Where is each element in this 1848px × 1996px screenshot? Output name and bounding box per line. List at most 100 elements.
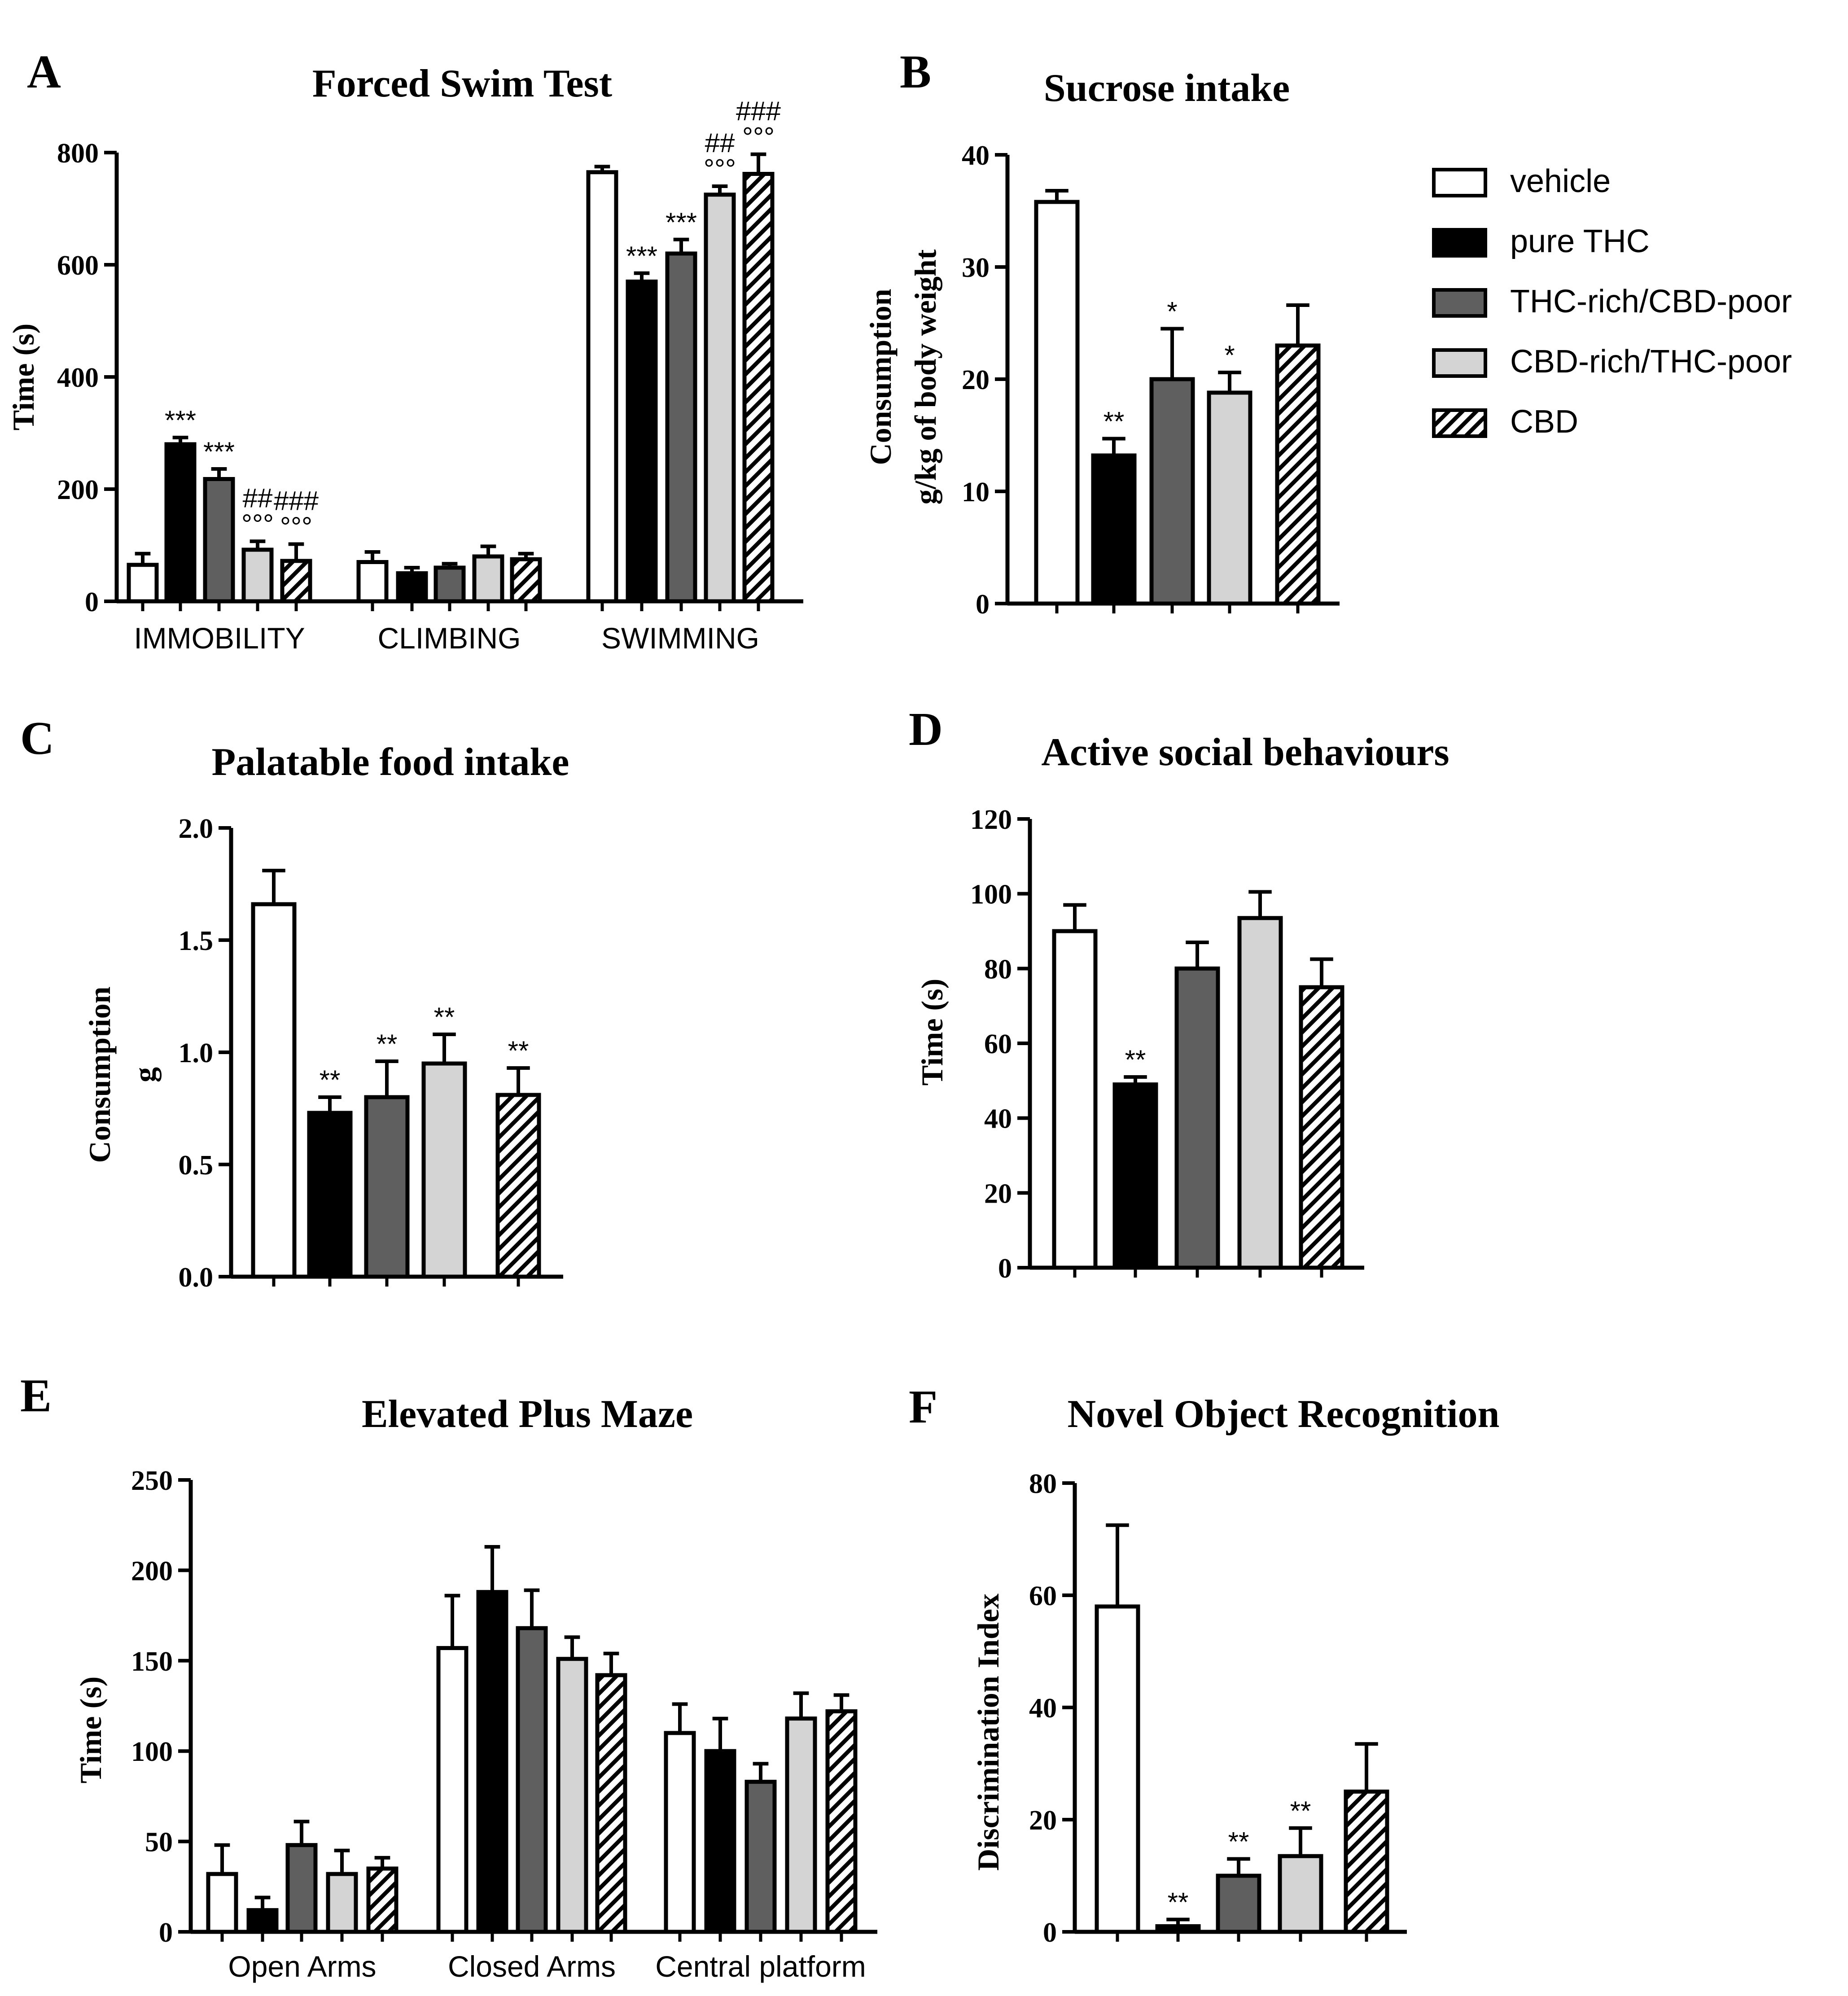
bar <box>206 1872 238 1934</box>
significance-mark: °°° <box>742 122 775 152</box>
bar <box>1237 916 1283 1270</box>
bar <box>241 547 274 604</box>
significance-mark: ** <box>1290 1796 1311 1826</box>
y-tick-label: 40 <box>962 140 990 171</box>
legend-label: vehicle <box>1510 163 1611 199</box>
significance-mark: °°° <box>704 154 736 184</box>
panel-label-d: D <box>909 703 943 755</box>
significance-mark: * <box>1224 340 1235 370</box>
panel-c-bars: ** ** ** ** <box>251 869 541 1279</box>
bar <box>586 170 618 604</box>
legend-swatch <box>1432 408 1487 438</box>
bar <box>516 1626 548 1934</box>
legend-swatch <box>1432 168 1487 197</box>
bar <box>742 172 775 604</box>
bar <box>164 442 197 604</box>
panel-label-b: B <box>900 45 931 98</box>
panel-c-xaxis <box>231 1274 563 1287</box>
significance-mark: ** <box>320 1065 341 1095</box>
y-tick-label: 1.5 <box>179 926 214 956</box>
bar <box>556 1657 588 1934</box>
bar <box>626 280 658 604</box>
significance-mark: ** <box>1104 407 1125 437</box>
bar <box>704 1749 736 1934</box>
significance-mark: ## <box>243 483 273 513</box>
panel-b-ylabel2: g/kg of body weight <box>908 249 942 504</box>
y-tick-label: 80 <box>984 954 1012 985</box>
y-tick-label: 250 <box>131 1466 173 1496</box>
y-tick-label: 120 <box>970 805 1012 835</box>
bar <box>495 1093 541 1279</box>
panel-c: Palatable food intake 0.0 0.5 1.0 1.5 2.0 **… <box>83 740 569 1293</box>
bar <box>251 902 297 1279</box>
bar <box>1344 1790 1389 1934</box>
bar <box>356 560 389 604</box>
panel-e-title: Elevated Plus Maze <box>362 1392 693 1436</box>
panel-label-c: C <box>20 712 54 764</box>
panel-f-yaxis: 0 20 40 60 80 <box>1029 1469 1077 1948</box>
bar <box>1149 377 1195 606</box>
category-label: Closed Arms <box>448 1950 616 1983</box>
y-tick-label: 0 <box>85 587 99 617</box>
bar <box>1091 453 1137 606</box>
y-tick-label: 40 <box>984 1104 1012 1134</box>
panel-label-e: E <box>20 1369 52 1422</box>
y-tick-label: 30 <box>962 253 990 283</box>
panel-e-bars <box>206 1545 858 1934</box>
y-tick-label: 50 <box>145 1827 173 1858</box>
y-tick-label: 40 <box>1029 1693 1057 1724</box>
y-tick-label: 0 <box>998 1253 1012 1284</box>
y-tick-label: 2.0 <box>179 814 214 844</box>
panel-b-ylabel: Consumption <box>863 289 898 465</box>
bar <box>280 559 312 604</box>
y-tick-label: 800 <box>57 138 99 169</box>
legend-label: pure THC <box>1510 223 1650 259</box>
y-tick-label: 10 <box>962 477 990 508</box>
bar <box>1052 929 1098 1270</box>
y-tick-label: 600 <box>57 250 99 281</box>
legend-swatch <box>1432 228 1487 258</box>
legend-swatch <box>1432 348 1487 378</box>
significance-mark: *** <box>203 437 235 467</box>
bar <box>1095 1604 1140 1934</box>
bar <box>1034 200 1080 606</box>
y-tick-label: 100 <box>131 1737 173 1767</box>
legend-label: THC-rich/CBD-poor <box>1510 284 1792 320</box>
y-tick-label: 0.0 <box>179 1262 214 1293</box>
significance-mark: ** <box>1168 1887 1189 1917</box>
y-tick-label: 200 <box>57 475 99 505</box>
panel-b-yaxis: 0 10 20 30 40 <box>962 140 1010 620</box>
panel-f-ylabel: Discrimination Index <box>971 1593 1005 1871</box>
y-tick-label: 0 <box>1043 1917 1057 1948</box>
significance-mark: ### <box>736 96 781 126</box>
bar <box>1112 1082 1158 1270</box>
panel-a-title: Forced Swim Test <box>312 62 612 105</box>
legend: vehicle pure THC THC-rich/CBD-poor CBD-rich… <box>1432 163 1792 440</box>
bar <box>704 193 736 604</box>
bar <box>1299 985 1344 1270</box>
significance-mark: ### <box>274 486 319 516</box>
panel-label-f: F <box>909 1380 937 1433</box>
legend-swatch <box>1432 288 1487 318</box>
y-tick-label: 20 <box>962 365 990 395</box>
bar <box>472 554 504 604</box>
category-label: CLIMBING <box>377 622 521 655</box>
panel-d-xaxis <box>1030 1265 1364 1278</box>
significance-mark: ## <box>705 128 735 158</box>
bar <box>1278 1854 1323 1934</box>
legend-label: CBD <box>1510 404 1578 440</box>
bar <box>396 571 428 604</box>
panel-f-bars: ** ** ** <box>1095 1523 1389 1934</box>
significance-mark: ** <box>1125 1045 1146 1075</box>
panel-c-ylabel2: g <box>127 1067 162 1082</box>
panel-d-bars: ** <box>1052 890 1344 1270</box>
significance-mark: *** <box>666 207 697 237</box>
panel-c-ylabel: Consumption <box>83 986 117 1163</box>
bar <box>825 1709 858 1934</box>
panel-e: Elevated Plus Maze 0 50 100 150 200 250 Open … <box>74 1392 877 1983</box>
panel-c-title: Palatable food intake <box>212 740 569 784</box>
significance-mark: °°° <box>280 512 312 542</box>
bar <box>665 251 697 604</box>
bar <box>785 1716 817 1934</box>
